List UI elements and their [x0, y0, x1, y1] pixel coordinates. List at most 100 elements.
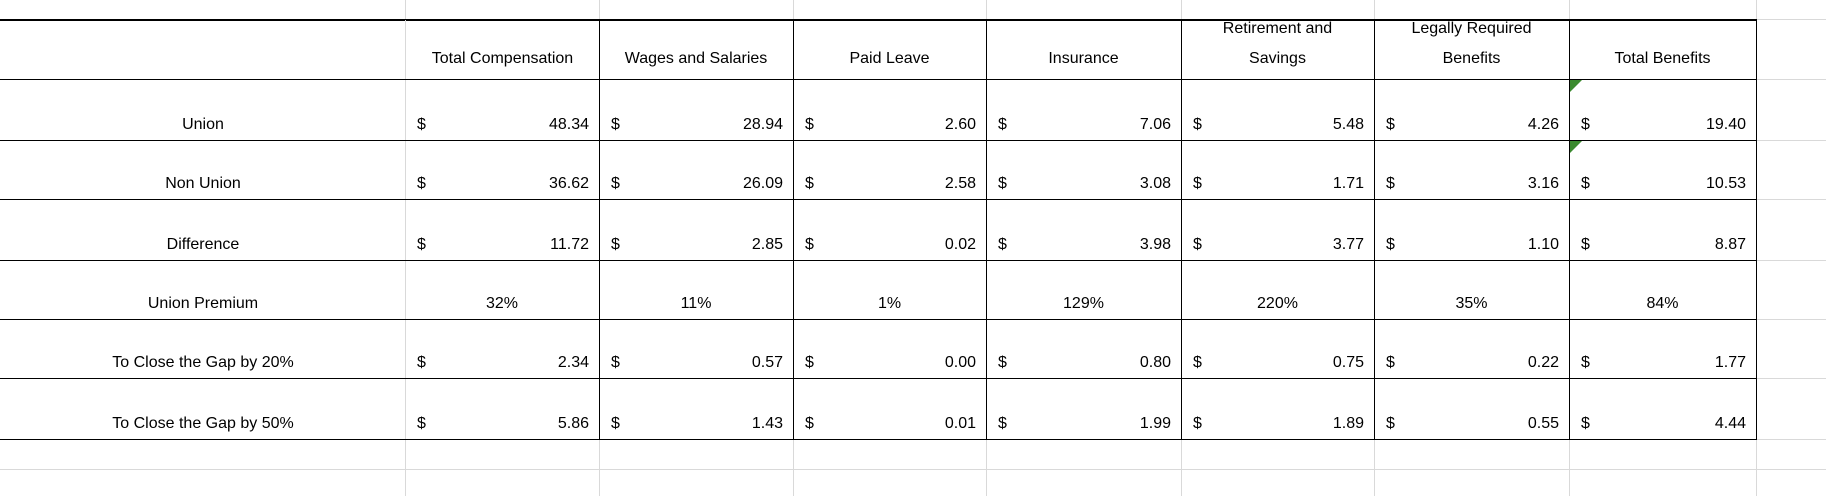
data-cell: $1.77 — [1569, 319, 1757, 379]
amount: 26.09 — [742, 175, 783, 192]
amount: 0.75 — [1332, 354, 1364, 371]
data-cell: $19.40 — [1569, 79, 1757, 141]
row-label-cell: Non Union — [0, 140, 406, 200]
data-cell: $3.16 — [1374, 140, 1570, 200]
currency-symbol: $ — [1581, 236, 1590, 253]
header-cell: Insurance — [986, 20, 1182, 80]
amount: 0.02 — [944, 236, 976, 253]
column-header: Legally Required Benefits — [1374, 14, 1569, 74]
data-cell: 11% — [599, 260, 794, 320]
amount: 0.57 — [751, 354, 783, 371]
data-cell: 129% — [986, 260, 1182, 320]
data-cell: $2.34 — [405, 319, 600, 379]
currency-symbol: $ — [805, 415, 814, 432]
data-cell: $1.89 — [1181, 378, 1375, 440]
data-cell: $1.10 — [1374, 199, 1570, 261]
data-cell: $36.62 — [405, 140, 600, 200]
amount: 11.72 — [550, 236, 589, 253]
currency-symbol: $ — [1386, 415, 1395, 432]
header-cell: Total Compensation — [405, 20, 600, 80]
header-cell — [0, 20, 406, 80]
data-cell: $4.44 — [1569, 378, 1757, 440]
data-cell: $2.58 — [793, 140, 987, 200]
currency-symbol: $ — [1193, 415, 1202, 432]
currency-symbol: $ — [805, 236, 814, 253]
data-cell: $8.87 — [1569, 199, 1757, 261]
currency-symbol: $ — [1581, 354, 1590, 371]
amount: 0.22 — [1527, 354, 1559, 371]
currency-symbol: $ — [1386, 175, 1395, 192]
data-cell: $0.02 — [793, 199, 987, 261]
currency-symbol: $ — [805, 354, 814, 371]
error-indicator — [1570, 80, 1582, 92]
currency-symbol: $ — [1386, 116, 1395, 133]
data-cell: $1.43 — [599, 378, 794, 440]
row-label: Non Union — [165, 175, 241, 192]
amount: 4.26 — [1527, 116, 1559, 133]
amount: 36.62 — [548, 175, 589, 192]
amount: 3.98 — [1139, 236, 1171, 253]
amount: 3.08 — [1139, 175, 1171, 192]
currency-symbol: $ — [1581, 175, 1590, 192]
currency-symbol: $ — [1193, 175, 1202, 192]
percent: 220% — [1257, 295, 1298, 312]
amount: 19.40 — [1705, 116, 1746, 133]
currency-symbol: $ — [611, 116, 620, 133]
column-header-text: Legally Required Benefits — [1411, 20, 1532, 67]
table-border — [0, 19, 1757, 21]
currency-symbol: $ — [805, 116, 814, 133]
currency-symbol: $ — [417, 236, 426, 253]
amount: 5.48 — [1332, 116, 1364, 133]
amount: 2.85 — [751, 236, 783, 253]
currency-symbol: $ — [611, 175, 620, 192]
header-cell: Retirement and Savings — [1181, 20, 1375, 80]
currency-symbol: $ — [1386, 236, 1395, 253]
amount: 0.01 — [944, 415, 976, 432]
amount: 4.44 — [1714, 415, 1746, 432]
column-header: Total Compensation — [406, 44, 599, 74]
row-label: Union — [182, 116, 224, 133]
amount: 3.77 — [1332, 236, 1364, 253]
column-header-text: Wages and Salaries — [624, 50, 768, 67]
percent: 84% — [1646, 295, 1679, 312]
amount: 10.53 — [1705, 175, 1746, 192]
currency-symbol: $ — [417, 175, 426, 192]
amount: 1.89 — [1332, 415, 1364, 432]
data-cell: $5.86 — [405, 378, 600, 440]
data-cell: $0.01 — [793, 378, 987, 440]
column-header: Insurance — [986, 44, 1181, 74]
data-cell: $28.94 — [599, 79, 794, 141]
data-cell: 220% — [1181, 260, 1375, 320]
row-label-cell: Difference — [0, 199, 406, 261]
header-cell: Wages and Salaries — [599, 20, 794, 80]
currency-symbol: $ — [1386, 354, 1395, 371]
row-label-cell: Union Premium — [0, 260, 406, 320]
row-label-cell: Union — [0, 79, 406, 141]
header-cell: Total Benefits — [1569, 20, 1757, 80]
data-cell: $0.55 — [1374, 378, 1570, 440]
column-header-text: Insurance — [1048, 50, 1119, 67]
data-cell: $0.22 — [1374, 319, 1570, 379]
data-cell: $3.77 — [1181, 199, 1375, 261]
data-cell: $0.80 — [986, 319, 1182, 379]
amount: 8.87 — [1714, 236, 1746, 253]
currency-symbol: $ — [998, 354, 1007, 371]
currency-symbol: $ — [1193, 236, 1202, 253]
data-cell: $1.99 — [986, 378, 1182, 440]
data-cell: $3.08 — [986, 140, 1182, 200]
currency-symbol: $ — [417, 354, 426, 371]
row-label: Difference — [166, 236, 240, 253]
data-cell: $2.60 — [793, 79, 987, 141]
grid-line — [405, 0, 406, 496]
data-cell: $4.26 — [1374, 79, 1570, 141]
header-cell: Legally Required Benefits — [1374, 20, 1570, 80]
data-cell: $2.85 — [599, 199, 794, 261]
data-cell: 35% — [1374, 260, 1570, 320]
data-cell: $11.72 — [405, 199, 600, 261]
currency-symbol: $ — [805, 175, 814, 192]
row-label: To Close the Gap by 20% — [112, 354, 294, 371]
row-label-cell: To Close the Gap by 20% — [0, 319, 406, 379]
column-header-text: Total Benefits — [1614, 50, 1711, 67]
data-cell: $1.71 — [1181, 140, 1375, 200]
